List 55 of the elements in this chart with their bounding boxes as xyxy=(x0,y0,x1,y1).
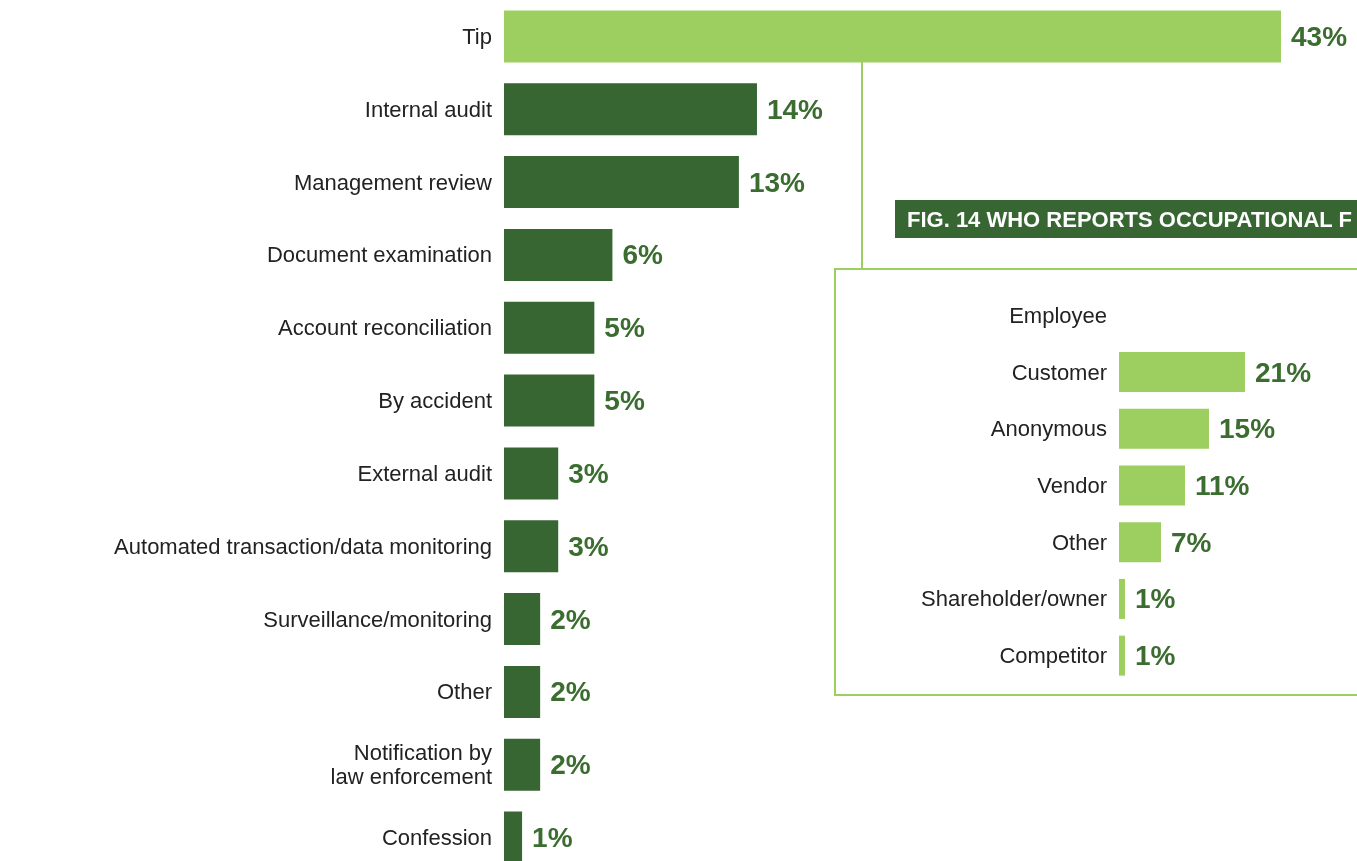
data-label: 5% xyxy=(604,385,645,417)
bar xyxy=(504,228,613,281)
y-tick-label: Management review xyxy=(293,169,493,195)
data-label: 6% xyxy=(622,239,663,271)
bar xyxy=(504,447,559,500)
bar xyxy=(1119,578,1125,619)
data-label: 1% xyxy=(1135,640,1176,672)
y-tick-label: Employee xyxy=(1009,302,1107,328)
data-label: 2% xyxy=(550,603,591,635)
y-tick-label: Surveillance/monitoring xyxy=(263,606,492,632)
y-tick-label: Confession xyxy=(381,825,492,851)
y-tick-label: Other xyxy=(436,679,492,705)
y-tick-label: Internal audit xyxy=(364,96,492,122)
y-tick-label: Automated transaction/data monitoring xyxy=(114,533,492,559)
y-tick-label: Competitor xyxy=(999,643,1107,669)
data-label: 3% xyxy=(568,530,609,562)
bar xyxy=(1119,465,1185,506)
bar xyxy=(504,665,541,718)
bar xyxy=(504,520,559,573)
bar xyxy=(504,156,739,209)
data-label: 2% xyxy=(550,676,591,708)
data-label: 7% xyxy=(1171,526,1212,558)
data-label: 5% xyxy=(604,312,645,344)
y-tick-label: Shareholder/owner xyxy=(921,586,1107,612)
data-label: 3% xyxy=(568,457,609,489)
y-tick-label: Tip xyxy=(462,23,492,49)
data-label: 1% xyxy=(532,822,573,854)
bar xyxy=(504,593,541,646)
bar xyxy=(504,738,541,791)
data-label: 11% xyxy=(1195,470,1250,501)
bar xyxy=(504,10,1281,63)
bar xyxy=(504,374,595,427)
bar xyxy=(504,301,595,354)
y-tick-label: Account reconciliation xyxy=(277,315,492,341)
y-tick-label: By accident xyxy=(378,388,492,414)
data-label: 13% xyxy=(748,166,806,198)
bar xyxy=(1119,408,1209,449)
bar xyxy=(1119,635,1125,676)
data-label: 14% xyxy=(766,93,824,125)
bar xyxy=(504,83,757,136)
y-tick-label: External audit xyxy=(357,460,492,486)
data-label: 2% xyxy=(550,749,591,781)
data-label: 15% xyxy=(1219,413,1276,445)
chart-title: FIG. 14 WHO REPORTS OCCUPATIONAL F xyxy=(907,206,1352,232)
y-tick-label: Customer xyxy=(1011,359,1107,385)
bar xyxy=(1119,352,1245,393)
y-tick-label: Vendor xyxy=(1037,473,1107,498)
y-tick-label: Anonymous xyxy=(990,416,1107,442)
y-tick-label: Other xyxy=(1051,529,1107,555)
data-label: 43% xyxy=(1291,20,1348,52)
bar xyxy=(1119,522,1161,563)
data-label: 1% xyxy=(1135,583,1176,615)
data-label: 21% xyxy=(1255,356,1312,388)
y-tick-label: Document examination xyxy=(266,242,492,268)
y-tick-label: Notification by law enforcement xyxy=(330,740,492,790)
